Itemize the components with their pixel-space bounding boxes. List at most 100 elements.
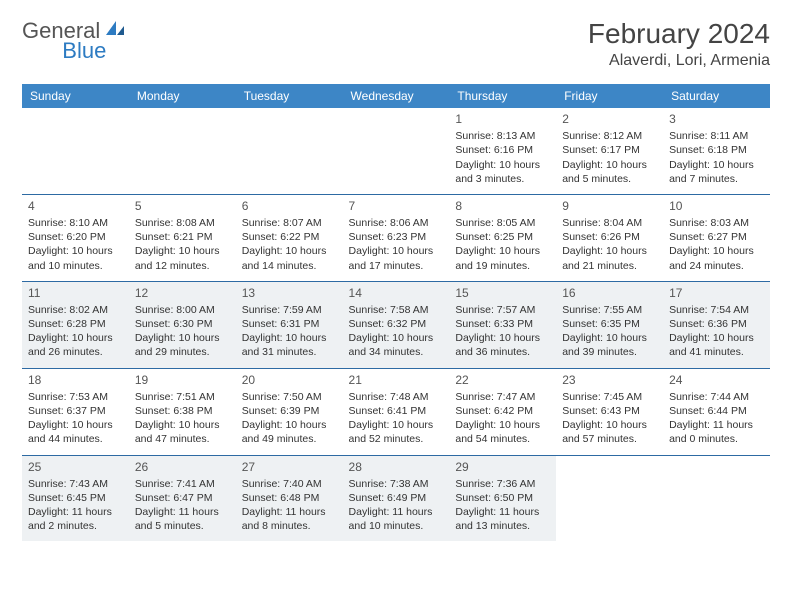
cell-sunrise: Sunrise: 7:54 AM (669, 303, 764, 317)
cell-daylight: Daylight: 11 hours and 10 minutes. (349, 505, 444, 533)
cell-sunset: Sunset: 6:33 PM (455, 317, 550, 331)
day-number: 27 (242, 459, 337, 475)
cell-sunset: Sunset: 6:38 PM (135, 404, 230, 418)
cell-sunset: Sunset: 6:32 PM (349, 317, 444, 331)
calendar-cell: 1Sunrise: 8:13 AMSunset: 6:16 PMDaylight… (449, 108, 556, 194)
day-number: 16 (562, 285, 657, 301)
day-header: Monday (129, 84, 236, 108)
day-number: 23 (562, 372, 657, 388)
calendar-cell: 10Sunrise: 8:03 AMSunset: 6:27 PMDayligh… (663, 194, 770, 281)
cell-sunrise: Sunrise: 8:08 AM (135, 216, 230, 230)
cell-daylight: Daylight: 11 hours and 2 minutes. (28, 505, 123, 533)
calendar-cell: 17Sunrise: 7:54 AMSunset: 6:36 PMDayligh… (663, 281, 770, 368)
calendar-cell-empty (236, 108, 343, 194)
day-header: Thursday (449, 84, 556, 108)
location-label: Alaverdi, Lori, Armenia (588, 52, 770, 70)
day-number: 5 (135, 198, 230, 214)
cell-daylight: Daylight: 10 hours and 19 minutes. (455, 244, 550, 272)
calendar-cell: 15Sunrise: 7:57 AMSunset: 6:33 PMDayligh… (449, 281, 556, 368)
day-number: 2 (562, 111, 657, 127)
calendar-cell: 21Sunrise: 7:48 AMSunset: 6:41 PMDayligh… (343, 368, 450, 455)
day-number: 7 (349, 198, 444, 214)
calendar-cell: 22Sunrise: 7:47 AMSunset: 6:42 PMDayligh… (449, 368, 556, 455)
calendar-cell: 29Sunrise: 7:36 AMSunset: 6:50 PMDayligh… (449, 455, 556, 541)
cell-sunset: Sunset: 6:43 PM (562, 404, 657, 418)
day-header-row: SundayMondayTuesdayWednesdayThursdayFrid… (22, 84, 770, 108)
calendar-cell: 23Sunrise: 7:45 AMSunset: 6:43 PMDayligh… (556, 368, 663, 455)
day-number: 21 (349, 372, 444, 388)
cell-sunset: Sunset: 6:30 PM (135, 317, 230, 331)
cell-sunset: Sunset: 6:26 PM (562, 230, 657, 244)
cell-daylight: Daylight: 11 hours and 8 minutes. (242, 505, 337, 533)
day-number: 11 (28, 285, 123, 301)
calendar-cell: 6Sunrise: 8:07 AMSunset: 6:22 PMDaylight… (236, 194, 343, 281)
day-header: Wednesday (343, 84, 450, 108)
cell-daylight: Daylight: 10 hours and 12 minutes. (135, 244, 230, 272)
cell-sunset: Sunset: 6:17 PM (562, 143, 657, 157)
cell-sunset: Sunset: 6:39 PM (242, 404, 337, 418)
cell-sunrise: Sunrise: 7:51 AM (135, 390, 230, 404)
cell-sunrise: Sunrise: 8:13 AM (455, 129, 550, 143)
cell-daylight: Daylight: 10 hours and 31 minutes. (242, 331, 337, 359)
cell-sunrise: Sunrise: 8:05 AM (455, 216, 550, 230)
cell-sunset: Sunset: 6:20 PM (28, 230, 123, 244)
cell-sunset: Sunset: 6:50 PM (455, 491, 550, 505)
calendar-week-row: 4Sunrise: 8:10 AMSunset: 6:20 PMDaylight… (22, 194, 770, 281)
cell-sunrise: Sunrise: 7:44 AM (669, 390, 764, 404)
logo-sail-icon (104, 19, 126, 44)
calendar-week-row: 11Sunrise: 8:02 AMSunset: 6:28 PMDayligh… (22, 281, 770, 368)
day-number: 14 (349, 285, 444, 301)
day-number: 22 (455, 372, 550, 388)
calendar-cell: 2Sunrise: 8:12 AMSunset: 6:17 PMDaylight… (556, 108, 663, 194)
cell-sunset: Sunset: 6:31 PM (242, 317, 337, 331)
day-number: 4 (28, 198, 123, 214)
day-number: 19 (135, 372, 230, 388)
cell-sunrise: Sunrise: 8:12 AM (562, 129, 657, 143)
calendar-cell: 18Sunrise: 7:53 AMSunset: 6:37 PMDayligh… (22, 368, 129, 455)
cell-daylight: Daylight: 10 hours and 26 minutes. (28, 331, 123, 359)
calendar-cell: 20Sunrise: 7:50 AMSunset: 6:39 PMDayligh… (236, 368, 343, 455)
calendar-week-row: 1Sunrise: 8:13 AMSunset: 6:16 PMDaylight… (22, 108, 770, 194)
calendar-cell: 19Sunrise: 7:51 AMSunset: 6:38 PMDayligh… (129, 368, 236, 455)
calendar-cell: 28Sunrise: 7:38 AMSunset: 6:49 PMDayligh… (343, 455, 450, 541)
calendar-cell: 12Sunrise: 8:00 AMSunset: 6:30 PMDayligh… (129, 281, 236, 368)
day-number: 17 (669, 285, 764, 301)
calendar-cell: 24Sunrise: 7:44 AMSunset: 6:44 PMDayligh… (663, 368, 770, 455)
day-number: 6 (242, 198, 337, 214)
cell-sunrise: Sunrise: 7:40 AM (242, 477, 337, 491)
cell-sunrise: Sunrise: 7:57 AM (455, 303, 550, 317)
day-header: Friday (556, 84, 663, 108)
cell-daylight: Daylight: 10 hours and 34 minutes. (349, 331, 444, 359)
cell-sunset: Sunset: 6:49 PM (349, 491, 444, 505)
day-number: 20 (242, 372, 337, 388)
cell-daylight: Daylight: 10 hours and 39 minutes. (562, 331, 657, 359)
cell-daylight: Daylight: 10 hours and 57 minutes. (562, 418, 657, 446)
cell-sunset: Sunset: 6:48 PM (242, 491, 337, 505)
calendar-cell: 5 Sunrise: 8:08 AMSunset: 6:21 PMDaylight… (129, 194, 236, 281)
day-number: 24 (669, 372, 764, 388)
calendar-cell: 7Sunrise: 8:06 AMSunset: 6:23 PMDaylight… (343, 194, 450, 281)
cell-sunset: Sunset: 6:36 PM (669, 317, 764, 331)
cell-sunrise: Sunrise: 8:11 AM (669, 129, 764, 143)
cell-sunrise: Sunrise: 7:48 AM (349, 390, 444, 404)
cell-daylight: Daylight: 11 hours and 0 minutes. (669, 418, 764, 446)
cell-sunrise: Sunrise: 7:50 AM (242, 390, 337, 404)
cell-sunrise: Sunrise: 8:04 AM (562, 216, 657, 230)
day-number: 1 (455, 111, 550, 127)
cell-sunrise: Sunrise: 8:07 AM (242, 216, 337, 230)
cell-sunset: Sunset: 6:25 PM (455, 230, 550, 244)
cell-daylight: Daylight: 10 hours and 17 minutes. (349, 244, 444, 272)
cell-daylight: Daylight: 11 hours and 5 minutes. (135, 505, 230, 533)
cell-daylight: Daylight: 10 hours and 3 minutes. (455, 158, 550, 186)
cell-sunset: Sunset: 6:45 PM (28, 491, 123, 505)
cell-sunrise: Sunrise: 7:47 AM (455, 390, 550, 404)
day-header: Sunday (22, 84, 129, 108)
cell-daylight: Daylight: 10 hours and 10 minutes. (28, 244, 123, 272)
cell-daylight: Daylight: 10 hours and 29 minutes. (135, 331, 230, 359)
day-number: 18 (28, 372, 123, 388)
cell-sunset: Sunset: 6:41 PM (349, 404, 444, 418)
day-number: 26 (135, 459, 230, 475)
calendar-cell-empty (22, 108, 129, 194)
cell-sunset: Sunset: 6:21 PM (135, 230, 230, 244)
cell-sunrise: Sunrise: 8:02 AM (28, 303, 123, 317)
